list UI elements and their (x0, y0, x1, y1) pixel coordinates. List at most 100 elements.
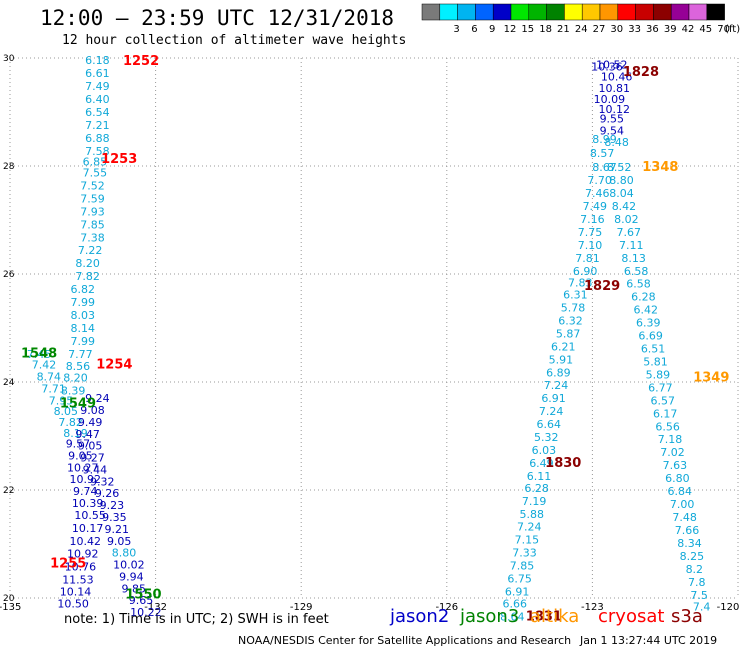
swh-value: 6.85 (83, 156, 108, 169)
scale-label: 36 (646, 24, 659, 35)
swh-value: 9.05 (107, 535, 132, 548)
swh-value: 7.11 (619, 239, 644, 252)
scale-label: 6 (471, 24, 477, 35)
swh-value: 7.55 (83, 166, 108, 179)
footer-note: note: 1) Time is in UTC; 2) SWH is in fe… (64, 612, 329, 627)
swh-value: 7.33 (512, 547, 537, 560)
swh-value: 7.59 (80, 192, 105, 205)
swh-value: 6.56 (655, 420, 680, 433)
swh-value: 8.57 (590, 147, 615, 160)
swh-value: 6.91 (541, 392, 566, 405)
swh-value: 5.89 (646, 368, 671, 381)
swh-value: 9.27 (80, 452, 105, 465)
swh-value: 7.71 (41, 382, 66, 395)
swh-value: 7.58 (85, 145, 110, 158)
swh-value: 9.49 (78, 416, 103, 429)
swh-value: 10.02 (113, 559, 145, 572)
swh-value: 7.99 (71, 335, 96, 348)
swh-value: 10.55 (74, 509, 106, 522)
swh-value: 7.18 (658, 433, 683, 446)
swh-value: 7.21 (85, 119, 110, 132)
swh-value: 6.17 (653, 407, 678, 420)
swh-value: 6.49 (529, 457, 554, 470)
pass-time-label: 1550 (125, 588, 161, 603)
satellite-name-altika: altika (530, 606, 580, 627)
swh-value: 8.99 (592, 133, 617, 146)
swh-value: 8.03 (71, 309, 96, 322)
swh-value: 9.65 (129, 594, 154, 607)
swh-value: 5.81 (643, 355, 668, 368)
swh-value: 6.42 (634, 304, 659, 317)
scale-label: 12 (504, 24, 517, 35)
swh-value: 6.28 (631, 291, 656, 304)
scale-label: 27 (593, 24, 606, 35)
swh-value: 7.10 (578, 239, 603, 252)
swh-value: 7.63 (663, 459, 688, 472)
swh-value: 9.55 (600, 112, 625, 125)
swh-value: 8.80 (609, 174, 634, 187)
swh-value: 9.05 (78, 440, 103, 453)
lon-tick-label: -120 (717, 602, 740, 613)
swh-value: 5.32 (534, 431, 559, 444)
swh-value: 7.15 (515, 534, 540, 547)
pass-time-label: 1348 (642, 160, 678, 175)
swh-value: 6.91 (505, 586, 530, 599)
scale-swatch (706, 3, 725, 21)
swh-value: 6.40 (85, 93, 110, 106)
swh-value: 10.92 (69, 473, 101, 486)
swh-value: 6.77 (648, 381, 673, 394)
swh-value: 6.51 (641, 343, 666, 356)
pass-time-label: 1254 (96, 358, 132, 373)
swh-value: 6.31 (563, 289, 588, 302)
swh-value: 6.58 (626, 278, 651, 291)
swh-value: 11.53 (62, 574, 94, 587)
swh-value: 7.16 (580, 213, 605, 226)
page-title: 12:00 – 23:59 UTC 12/31/2018 (40, 6, 395, 30)
pass-time-label: 1831 (526, 609, 562, 624)
swh-value: 6.28 (524, 482, 549, 495)
swh-value: 6.58 (624, 265, 649, 278)
swh-value: 7.67 (617, 226, 642, 239)
swh-value: 6.54 (85, 106, 110, 119)
swh-value: 9.24 (85, 392, 110, 405)
scale-label: 3 (453, 24, 459, 35)
scale-unit: (ft) (725, 24, 740, 35)
swh-value: 8.39 (61, 385, 86, 398)
swh-value: 10.39 (72, 497, 104, 510)
swh-value: 7.24 (544, 379, 569, 392)
satellite-name-jason2: jason2 (390, 606, 450, 627)
credit-timestamp: Jan 1 13:27:44 UTC 2019 (580, 634, 718, 647)
swh-value: 9.26 (95, 487, 120, 500)
swh-value: 10.92 (67, 548, 99, 561)
swh-value: 7.85 (510, 560, 535, 573)
swh-value: 7.82 (75, 270, 100, 283)
lat-tick-label: 28 (3, 162, 15, 172)
swh-value: 6.89 (546, 366, 571, 379)
swh-value: 7.48 (672, 511, 697, 524)
satellite-name-cryosat: cryosat (598, 606, 665, 627)
swh-value: 10.17 (72, 522, 104, 535)
swh-value: 6.80 (665, 472, 690, 485)
swh-value: 7.45 (27, 348, 52, 361)
swh-value: 6.39 (636, 317, 661, 330)
page-subtitle: 12 hour collection of altimeter wave hei… (62, 33, 407, 48)
swh-value: 9.94 (119, 570, 144, 583)
swh-value: 6.18 (85, 54, 110, 67)
credit-text: NOAA/NESDIS Center for Satellite Applica… (238, 634, 572, 647)
swh-value: 8.04 (609, 187, 634, 200)
swh-value: 7.5 (690, 589, 708, 602)
lat-tick-label: 20 (3, 594, 15, 604)
swh-value: 10.42 (69, 535, 101, 548)
swh-value: 9.54 (600, 124, 625, 137)
swh-value: 6.75 (507, 573, 532, 586)
color-scale-legend: 3 6 9 12 15 18 21 24 27 30 33 36 39 42 45 70(ft) (421, 3, 740, 35)
swh-value: 5.91 (549, 353, 574, 366)
swh-value: 7.70 (587, 174, 612, 187)
swh-value: 10.50 (57, 597, 89, 610)
swh-value: 9.23 (100, 499, 125, 512)
swh-value: 9.57 (66, 438, 91, 451)
swh-value: 7.46 (585, 187, 610, 200)
lon-tick-label: -132 (144, 602, 167, 613)
swh-value: 7.82 (58, 416, 83, 429)
